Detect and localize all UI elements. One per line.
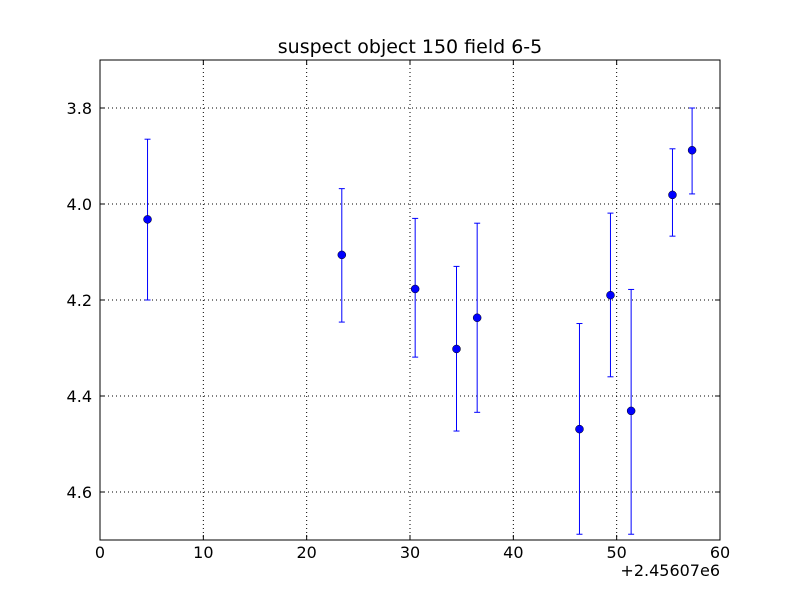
x-tick-label: 30 [400, 543, 420, 562]
y-tick-label: 4.6 [67, 483, 92, 502]
data-point [687, 145, 697, 155]
y-tick-labels: 3.8 4.0 4.2 4.4 4.6 [67, 99, 92, 502]
x-tick-label: 20 [296, 543, 316, 562]
y-tick-label: 4.2 [67, 291, 92, 310]
data-points [143, 145, 697, 434]
x-tick-label: 40 [503, 543, 523, 562]
data-point [575, 424, 584, 434]
data-point [606, 290, 615, 300]
data-point [410, 284, 420, 294]
y-tick-label: 3.8 [67, 99, 92, 118]
x-offset-label: +2.45607e6 [620, 561, 720, 580]
grid [100, 60, 720, 540]
x-tick-labels: 0 10 20 30 40 50 60 [95, 543, 730, 562]
y-tick-label: 4.4 [67, 387, 92, 406]
data-point [626, 406, 636, 416]
x-tick-label: 10 [193, 543, 213, 562]
data-point [337, 250, 347, 260]
y-tick-label: 4.0 [67, 195, 92, 214]
chart-title: suspect object 150 field 6-5 [278, 36, 543, 58]
x-tick-label: 0 [95, 543, 105, 562]
x-tick-label: 60 [710, 543, 730, 562]
data-point [668, 190, 677, 200]
x-tick-label: 50 [606, 543, 626, 562]
data-point [472, 313, 482, 323]
ticks [99, 60, 721, 540]
data-point [452, 344, 461, 354]
data-point [143, 215, 152, 224]
